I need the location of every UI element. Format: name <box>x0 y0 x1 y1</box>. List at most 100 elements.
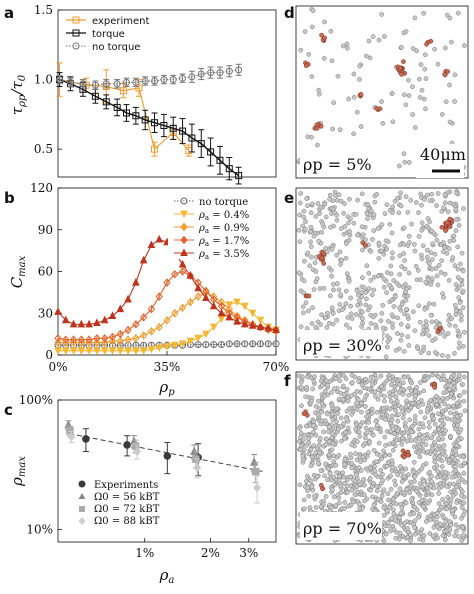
passive-particle <box>323 315 328 321</box>
passive-particle <box>399 332 405 338</box>
passive-particle <box>460 381 465 387</box>
passive-particle <box>421 10 426 16</box>
passive-particle <box>390 465 395 470</box>
passive-particle <box>406 77 411 83</box>
passive-particle <box>418 191 423 197</box>
passive-particle <box>384 202 390 208</box>
passive-particle <box>364 414 369 420</box>
panel-d-letter: d <box>284 4 295 22</box>
passive-particle <box>387 221 393 227</box>
passive-particle <box>348 451 353 457</box>
passive-particle <box>391 431 397 437</box>
panel-b-ytick-label: 90 <box>38 223 53 237</box>
passive-particle <box>388 473 393 479</box>
passive-particle <box>411 242 417 247</box>
passive-particle <box>429 276 435 281</box>
passive-particle <box>356 379 362 384</box>
panel-a-point <box>188 134 196 142</box>
passive-particle <box>442 191 448 197</box>
panel-a-point <box>119 87 127 95</box>
passive-particle <box>448 410 453 416</box>
passive-particle <box>439 112 445 117</box>
passive-particle <box>403 500 409 506</box>
passive-particle <box>452 514 458 520</box>
passive-particle <box>408 532 413 538</box>
passive-particle <box>366 38 372 44</box>
panel-b-xtick-label: 70% <box>263 360 290 374</box>
passive-particle <box>360 247 365 253</box>
passive-particle <box>435 61 441 67</box>
legend-omega88: Ω0 = 88 kBT <box>94 516 160 527</box>
passive-particle <box>426 301 432 306</box>
passive-particle <box>340 383 346 389</box>
passive-particle <box>402 258 407 263</box>
passive-particle <box>440 533 446 538</box>
passive-particle <box>389 255 395 261</box>
passive-particle <box>401 251 407 256</box>
passive-particle <box>385 491 391 497</box>
passive-particle <box>302 258 307 264</box>
passive-particle <box>453 468 458 473</box>
passive-particle <box>368 277 374 283</box>
passive-particle <box>448 522 454 528</box>
panel-c-xlabel: ρa <box>159 566 175 586</box>
passive-particle <box>322 201 328 207</box>
passive-particle <box>462 479 468 485</box>
passive-particle <box>417 95 423 100</box>
passive-particle <box>446 246 452 251</box>
passive-particle <box>433 336 438 342</box>
passive-particle <box>445 331 451 336</box>
passive-particle <box>399 522 405 528</box>
active-particle <box>444 220 450 226</box>
panel-a-point <box>235 172 243 180</box>
passive-particle <box>310 386 316 392</box>
passive-particle <box>428 281 434 287</box>
passive-particle <box>389 516 395 521</box>
passive-particle <box>423 106 428 112</box>
passive-particle <box>311 378 317 384</box>
passive-particle <box>458 277 463 283</box>
passive-particle <box>301 310 306 316</box>
passive-particle <box>374 423 380 428</box>
passive-particle <box>402 159 408 165</box>
passive-particle <box>329 246 335 252</box>
passive-particle <box>376 387 381 393</box>
active-particle <box>321 251 327 257</box>
passive-particle <box>379 384 384 389</box>
passive-particle <box>330 321 336 327</box>
passive-particle <box>311 287 317 292</box>
passive-particle <box>368 249 374 254</box>
passive-particle <box>309 321 315 326</box>
passive-particle <box>433 393 439 399</box>
panel-a-point <box>207 148 215 156</box>
passive-particle <box>377 453 383 458</box>
panel-a-ytick-label: 1.0 <box>34 73 53 87</box>
legend-sub: a <box>205 214 209 222</box>
passive-particle <box>309 74 315 79</box>
passive-particle <box>421 388 427 394</box>
active-particle <box>399 72 404 77</box>
passive-particle <box>406 392 411 398</box>
passive-particle <box>322 418 328 423</box>
passive-particle <box>355 197 360 203</box>
panel-b-point <box>178 340 187 348</box>
passive-particle <box>427 531 433 536</box>
passive-particle <box>447 119 453 125</box>
panel-b-point <box>225 312 234 321</box>
passive-particle <box>423 461 429 467</box>
passive-particle <box>422 66 428 72</box>
passive-particle <box>372 199 378 205</box>
panel-c-axes: ρmax ρa 100% 10% 1% 2% 3% Experiments Ω0 = … <box>8 393 277 586</box>
passive-particle <box>399 264 404 269</box>
passive-particle <box>334 470 340 475</box>
passive-particle <box>298 379 304 385</box>
passive-particle <box>458 261 463 267</box>
snapshot-e: ρp = 30% <box>295 187 469 361</box>
passive-particle <box>460 268 466 274</box>
passive-particle <box>397 272 403 277</box>
passive-particle <box>367 386 372 392</box>
passive-particle <box>316 442 322 448</box>
passive-particle <box>452 464 458 469</box>
panel-b-point <box>225 340 233 348</box>
passive-particle <box>461 532 466 538</box>
